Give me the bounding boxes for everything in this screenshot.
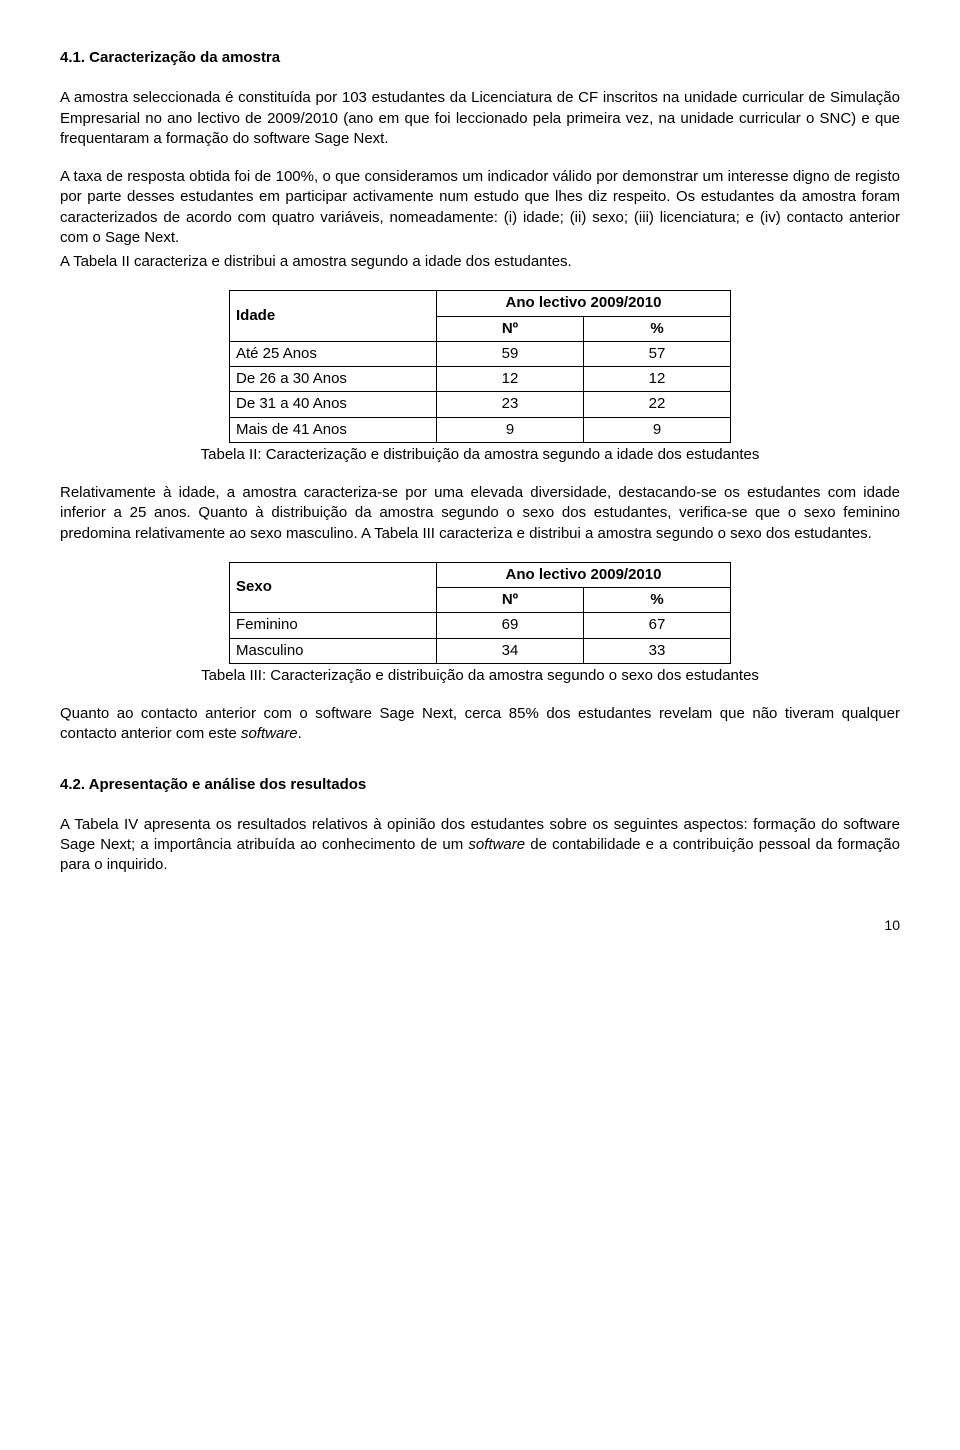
text-span: Quanto ao contacto anterior com o softwa… [60, 705, 900, 742]
table-3-header-sexo: Sexo [230, 562, 437, 613]
cell-p: 22 [584, 392, 731, 417]
table-2-col-n: Nº [437, 316, 584, 341]
after-table-3-para: Quanto ao contacto anterior com o softwa… [60, 704, 900, 745]
cell-p: 9 [584, 417, 731, 442]
between-para: Relativamente à idade, a amostra caracte… [60, 483, 900, 544]
table-row: Feminino 69 67 [230, 613, 731, 638]
section-4-1-para-2: A taxa de resposta obtida foi de 100%, o… [60, 167, 900, 248]
table-row: Até 25 Anos 59 57 [230, 341, 731, 366]
cell-label: Até 25 Anos [230, 341, 437, 366]
table-row: De 26 a 30 Anos 12 12 [230, 367, 731, 392]
cell-n: 69 [437, 613, 584, 638]
table-2-col-p: % [584, 316, 731, 341]
table-2-header-idade: Idade [230, 291, 437, 342]
table-3-caption: Tabela III: Caracterização e distribuiçã… [60, 666, 900, 686]
cell-label: Mais de 41 Anos [230, 417, 437, 442]
cell-p: 33 [584, 638, 731, 663]
cell-label: De 31 a 40 Anos [230, 392, 437, 417]
cell-p: 12 [584, 367, 731, 392]
table-3-header-ano: Ano lectivo 2009/2010 [437, 562, 731, 587]
cell-p: 57 [584, 341, 731, 366]
table-3-col-n: Nº [437, 588, 584, 613]
section-4-1-para-1: A amostra seleccionada é constituída por… [60, 88, 900, 149]
table-2-header-ano: Ano lectivo 2009/2010 [437, 291, 731, 316]
italic-software: software [241, 725, 298, 742]
table-2-caption: Tabela II: Caracterização e distribuição… [60, 445, 900, 465]
section-4-2-heading: 4.2. Apresentação e análise dos resultad… [60, 775, 900, 795]
cell-n: 59 [437, 341, 584, 366]
cell-label: De 26 a 30 Anos [230, 367, 437, 392]
table-2-age: Idade Ano lectivo 2009/2010 Nº % Até 25 … [229, 290, 731, 443]
table-row: De 31 a 40 Anos 23 22 [230, 392, 731, 417]
text-span: . [298, 725, 302, 742]
table-row: Masculino 34 33 [230, 638, 731, 663]
table-3-sex: Sexo Ano lectivo 2009/2010 Nº % Feminino… [229, 562, 731, 664]
table-row: Mais de 41 Anos 9 9 [230, 417, 731, 442]
page-number: 10 [60, 916, 900, 935]
cell-n: 9 [437, 417, 584, 442]
section-4-1-para-3: A Tabela II caracteriza e distribui a am… [60, 252, 900, 272]
section-4-1-heading: 4.1. Caracterização da amostra [60, 48, 900, 68]
cell-label: Feminino [230, 613, 437, 638]
cell-n: 34 [437, 638, 584, 663]
section-4-2-para-1: A Tabela IV apresenta os resultados rela… [60, 815, 900, 876]
cell-p: 67 [584, 613, 731, 638]
cell-n: 23 [437, 392, 584, 417]
cell-n: 12 [437, 367, 584, 392]
table-3-col-p: % [584, 588, 731, 613]
italic-software: software [468, 836, 525, 853]
cell-label: Masculino [230, 638, 437, 663]
